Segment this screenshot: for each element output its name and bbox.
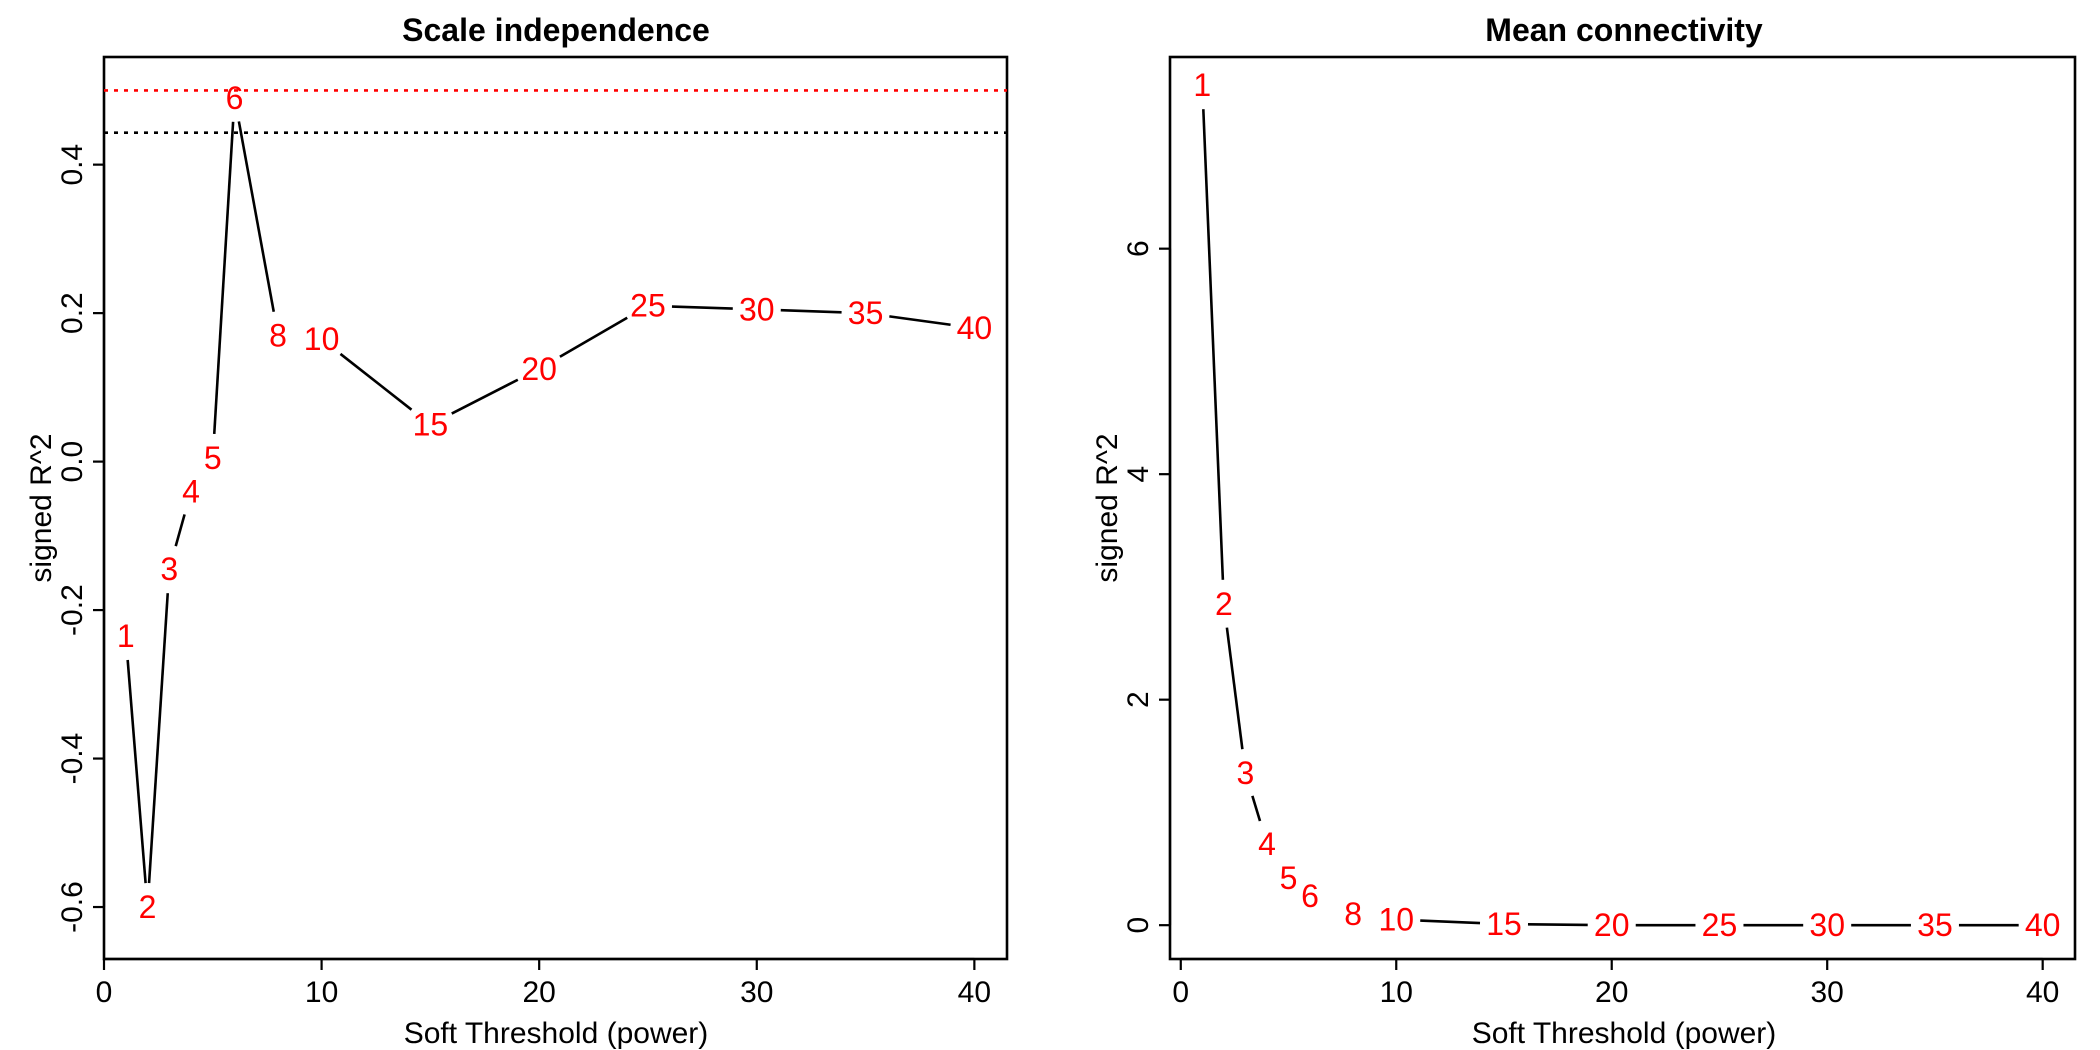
mean-connectivity-point-label-30: 30 xyxy=(1809,907,1845,943)
scale-independence-x-axis: 0 10 20 30 40 xyxy=(96,957,991,1009)
mean-connectivity-point-label-15: 15 xyxy=(1486,906,1522,942)
mean-connectivity-x-tick-label-10: 10 xyxy=(1380,976,1413,1009)
mean-connectivity-segment-2-3 xyxy=(1225,627,1244,750)
mean-connectivity-segment-15-20 xyxy=(1527,922,1588,927)
scale-independence-y-tick-label-neg0-4: -0.4 xyxy=(56,733,89,785)
scale-independence-point-label-6: 6 xyxy=(226,80,244,116)
mean-connectivity-x-axis: 0 10 20 30 40 xyxy=(1172,957,2059,1009)
mean-connectivity-point-label-20: 20 xyxy=(1594,907,1630,943)
mean-connectivity-point-label-8: 8 xyxy=(1344,896,1362,932)
scale-independence-y-tick-label-0: 0.0 xyxy=(56,441,89,483)
mean-connectivity-point-label-25: 25 xyxy=(1702,907,1738,943)
scale-independence-y-axis-title: signed R^2 xyxy=(25,433,58,582)
scale-independence-segment-20-25 xyxy=(559,316,628,358)
mean-connectivity-point-label-40: 40 xyxy=(2025,907,2061,943)
scale-independence-segment-2-3 xyxy=(147,593,170,884)
mean-connectivity-segment-1-2 xyxy=(1202,109,1225,580)
scale-independence-point-label-30: 30 xyxy=(739,291,775,327)
scale-independence-x-tick-label-10: 10 xyxy=(305,976,338,1009)
scale-independence-point-label-40: 40 xyxy=(957,310,993,346)
mean-connectivity-point-label-3: 3 xyxy=(1237,755,1255,791)
mean-connectivity-point-label-1: 1 xyxy=(1193,67,1211,103)
scale-independence-x-tick-label-0: 0 xyxy=(96,976,113,1009)
scale-independence-y-tick-label-0neg2: 0.2 xyxy=(56,292,89,334)
mean-connectivity-segment-3-4 xyxy=(1251,795,1262,822)
scale-independence-y-tick-label-0neg4: 0.4 xyxy=(56,144,89,186)
mean-connectivity-y-tick-label-4: 4 xyxy=(1122,466,1155,483)
scale-independence-segment-10-15 xyxy=(339,352,413,411)
scale-independence-y-tick-label-neg0-6: -0.6 xyxy=(56,881,89,933)
scale-independence-y-tick-label-neg0-2: -0.2 xyxy=(56,584,89,636)
mean-connectivity-point-label-35: 35 xyxy=(1917,907,1953,943)
scale-independence-segment-5-6 xyxy=(212,121,235,435)
scale-independence-point-label-5: 5 xyxy=(204,440,222,476)
mean-connectivity-y-tick-label-0: 0 xyxy=(1122,917,1155,934)
mean-connectivity-point-label-10: 10 xyxy=(1378,902,1414,938)
scale-independence-point-label-20: 20 xyxy=(521,351,557,387)
mean-connectivity-y-tick-label-6: 6 xyxy=(1122,240,1155,257)
mean-connectivity-point-label-4: 4 xyxy=(1258,826,1276,862)
scale-independence-segment-6-8 xyxy=(237,121,276,313)
scale-independence-point-label-35: 35 xyxy=(848,295,884,331)
scale-independence-x-axis-title: Soft Threshold (power) xyxy=(404,1017,709,1050)
scale-independence-point-label-15: 15 xyxy=(413,406,449,442)
scale-independence-series xyxy=(104,89,1007,884)
scale-independence-point-label-3: 3 xyxy=(160,551,178,587)
scale-independence-x-tick-label-20: 20 xyxy=(522,976,555,1009)
scale-independence-point-label-25: 25 xyxy=(630,288,666,324)
scale-independence-x-tick-label-30: 30 xyxy=(740,976,773,1009)
mean-connectivity-x-axis-title: Soft Threshold (power) xyxy=(1472,1017,1777,1050)
scale-independence-point-label-2: 2 xyxy=(139,889,157,925)
scale-independence-segment-25-30 xyxy=(671,305,733,310)
mean-connectivity-x-tick-label-30: 30 xyxy=(1811,976,1844,1009)
mean-connectivity-segment-10-15 xyxy=(1420,919,1481,925)
mean-connectivity-y-tick-label-2: 2 xyxy=(1122,691,1155,708)
mean-connectivity-plot-frame xyxy=(1168,55,2077,961)
mean-connectivity-point-label-6: 6 xyxy=(1301,878,1319,914)
mean-connectivity-x-tick-label-20: 20 xyxy=(1595,976,1628,1009)
scale-independence-point-label-1: 1 xyxy=(117,618,135,654)
mean-connectivity-y-axis-title: signed R^2 xyxy=(1091,433,1124,582)
scale-independence-segment-35-40 xyxy=(889,315,951,327)
mean-connectivity-point-label-2: 2 xyxy=(1215,586,1233,622)
mean-connectivity-x-tick-label-0: 0 xyxy=(1172,976,1189,1009)
scale-independence-panel: Scale independence 1 2 3 45 6 8 10 15 20 25 30 35 40… xyxy=(25,12,1009,1050)
scale-independence-point-label-8: 8 xyxy=(269,317,287,353)
mean-connectivity-x-tick-label-40: 40 xyxy=(2026,976,2059,1009)
scale-independence-point-labels: 1 2 3 45 6 8 10 15 20 25 30 35 40 xyxy=(117,80,992,925)
mean-connectivity-series xyxy=(1202,109,2019,927)
scale-independence-point-label-10: 10 xyxy=(304,321,340,357)
scale-independence-segment-1-2 xyxy=(126,659,147,884)
scale-independence-title: Scale independence xyxy=(402,12,710,48)
scale-independence-plot-frame xyxy=(102,55,1009,961)
mean-connectivity-title: Mean connectivity xyxy=(1485,12,1763,48)
mean-connectivity-point-label-5: 5 xyxy=(1280,860,1298,896)
mean-connectivity-y-axis: 0 2 4 6 xyxy=(1122,240,1172,934)
scale-independence-y-axis: -0.6 -0.4 -0.2 0.0 0.2 0.4 xyxy=(56,144,106,933)
scale-independence-x-tick-label-40: 40 xyxy=(958,976,991,1009)
scale-independence-segment-30-35 xyxy=(780,308,842,314)
scale-independence-point-label-4: 4 xyxy=(182,473,200,509)
scale-independence-segment-3-4 xyxy=(174,514,186,547)
scale-independence-segment-15-20 xyxy=(451,378,519,415)
